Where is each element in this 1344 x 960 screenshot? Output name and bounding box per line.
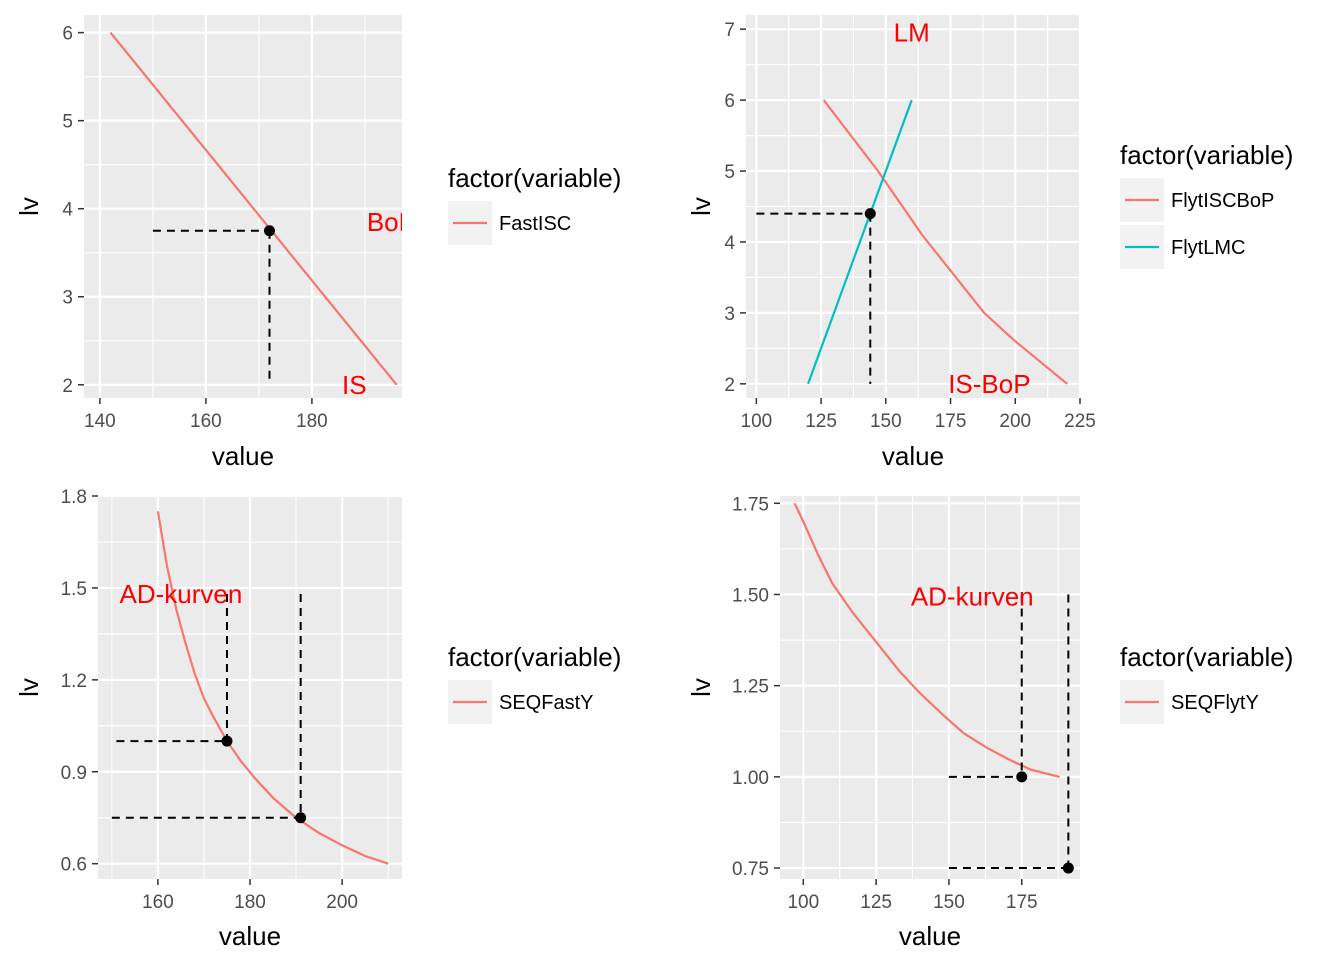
legend-title: factor(variable) — [448, 163, 621, 193]
x-tick-label: 175 — [1006, 892, 1038, 913]
x-tick-label: 100 — [741, 411, 773, 432]
plot-panel — [780, 496, 1080, 879]
chart-panel-3: 160 180 200 0.6 0.9 1.2 1.5 1.8 AD-kurven value lv… — [14, 487, 621, 951]
y-tick-label: 6 — [724, 91, 735, 112]
x-tick-label: 140 — [84, 411, 116, 432]
series-line-FlytLMC — [807, 99, 913, 385]
x-tick-label: 100 — [787, 892, 819, 913]
y-tick-label: 7 — [724, 20, 735, 41]
x-tick-label: 125 — [860, 892, 892, 913]
x-tick-label: 200 — [999, 411, 1031, 432]
x-tick-label: 125 — [805, 411, 837, 432]
x-axis-title: value — [899, 921, 961, 951]
legend-label: FastISC — [499, 213, 571, 235]
plot-area: AD-kurven — [793, 502, 1074, 874]
chart-panel-2: 100 125 150 175 200 225 2 3 4 5 6 7 LM IS-BoP value lv f… — [686, 15, 1293, 471]
y-tick-label: 1.75 — [732, 494, 769, 515]
annotation-label: IS — [342, 370, 367, 400]
legend-label: FlytISCBoP — [1171, 190, 1274, 212]
plot-area: LM IS-BoP — [756, 18, 1068, 399]
series-line-FlytISCBoP — [822, 99, 1068, 385]
series-line-SEQFastY — [156, 511, 389, 865]
y-tick-label: 1.8 — [61, 487, 87, 508]
y-axis-title: lv — [686, 197, 716, 216]
annotation-label: BoP — [367, 207, 416, 237]
y-tick-label: 1.00 — [732, 768, 769, 789]
legend: factor(variable) FlytISCBoP FlytLMC — [1120, 140, 1293, 269]
y-tick-label: 3 — [724, 304, 735, 325]
legend: factor(variable) FastISC — [448, 163, 621, 245]
annotation-label: LM — [894, 18, 930, 48]
y-tick-label: 1.2 — [61, 671, 87, 692]
y-tick-label: 1.50 — [732, 585, 769, 606]
x-tick-label: 150 — [933, 892, 965, 913]
y-tick-label: 1.5 — [61, 579, 87, 600]
data-point — [864, 208, 876, 220]
x-axis-title: value — [212, 441, 274, 471]
y-tick-label: 4 — [724, 233, 735, 254]
data-point — [295, 812, 307, 824]
legend-label: SEQFlytY — [1171, 692, 1259, 714]
data-point — [221, 735, 233, 747]
y-tick-label: 5 — [724, 162, 735, 183]
y-tick-label: 0.75 — [732, 859, 769, 880]
y-tick-label: 2 — [724, 375, 735, 396]
y-tick-label: 1.25 — [732, 677, 769, 698]
data-point — [1016, 771, 1028, 783]
x-tick-label: 150 — [870, 411, 902, 432]
annotation-label: AD-kurven — [911, 581, 1034, 611]
y-tick-label: 0.9 — [61, 763, 87, 784]
x-tick-label: 160 — [190, 411, 222, 432]
legend-title: factor(variable) — [448, 642, 621, 672]
y-tick-label: 3 — [62, 288, 73, 309]
annotation-label: AD-kurven — [119, 579, 242, 609]
plot-panel — [84, 15, 402, 398]
y-tick-label: 6 — [62, 24, 73, 45]
x-tick-label: 180 — [296, 411, 328, 432]
annotation-label: IS-BoP — [948, 369, 1030, 399]
y-tick-label: 0.6 — [61, 855, 87, 876]
y-axis-title: lv — [686, 678, 716, 697]
x-axis-title: value — [882, 441, 944, 471]
x-tick-label: 180 — [234, 892, 266, 913]
legend-title: factor(variable) — [1120, 140, 1293, 170]
legend-title: factor(variable) — [1120, 642, 1293, 672]
plot-area: AD-kurven — [111, 511, 389, 865]
legend: factor(variable) SEQFastY — [448, 642, 621, 724]
legend: factor(variable) SEQFlytY — [1120, 642, 1293, 724]
y-tick-label: 2 — [62, 376, 73, 397]
y-axis-title: lv — [14, 197, 44, 216]
plot-area: BoP IS — [109, 31, 416, 400]
x-tick-label: 225 — [1064, 411, 1096, 432]
series-line-SEQFlytY — [793, 502, 1060, 778]
y-tick-label: 5 — [62, 112, 73, 133]
legend-label: FlytLMC — [1171, 237, 1245, 259]
data-point — [1062, 862, 1074, 874]
y-tick-label: 4 — [62, 200, 73, 221]
chart-panel-4: 100 125 150 175 0.75 1.00 1.25 1.50 1.75 AD-kurve… — [686, 494, 1293, 951]
x-tick-label: 160 — [142, 892, 174, 913]
legend-label: SEQFastY — [499, 692, 593, 714]
data-point — [264, 225, 275, 237]
x-axis-title: value — [219, 921, 281, 951]
chart-panel-1: 140 160 180 2 3 4 5 6 BoP IS value lv factor(variabl… — [14, 15, 621, 471]
x-tick-label: 200 — [326, 892, 358, 913]
y-axis-title: lv — [14, 678, 44, 697]
x-tick-label: 175 — [935, 411, 967, 432]
series-line-FastISC — [109, 31, 398, 386]
